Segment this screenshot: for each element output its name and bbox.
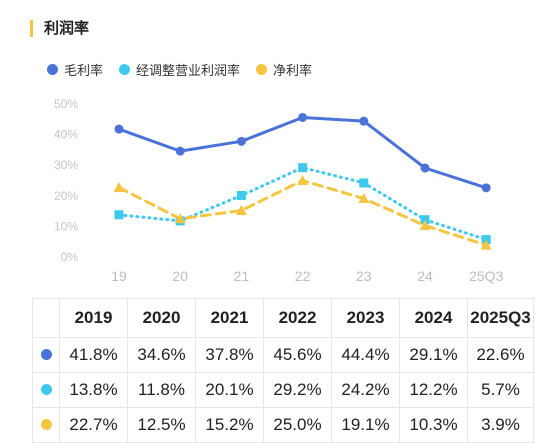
x-tick-label: 19 <box>111 268 127 284</box>
data-point <box>298 163 308 173</box>
data-point <box>114 210 124 220</box>
table-corner-cell <box>32 298 60 338</box>
data-point <box>481 183 491 193</box>
table-cell: 22.6% <box>467 337 534 373</box>
y-tick-label: 20% <box>54 189 78 203</box>
row-marker-cell <box>32 407 60 443</box>
table-cell: 34.6% <box>127 337 196 373</box>
table-cell: 37.8% <box>195 337 264 373</box>
row-marker-cell <box>32 372 60 408</box>
legend-label-adjusted-operating-margin: 经调整营业利润率 <box>136 64 241 79</box>
table-cell: 29.1% <box>399 337 468 373</box>
data-point <box>358 193 370 204</box>
table-cell: 13.8% <box>59 372 128 408</box>
data-point <box>114 124 124 134</box>
table-header-cell: 2025Q3 <box>467 298 534 338</box>
y-tick-label: 40% <box>54 128 78 142</box>
y-tick-label: 30% <box>54 158 78 172</box>
data-point <box>420 163 430 173</box>
data-point <box>420 215 430 225</box>
table-cell: 11.8% <box>127 372 196 408</box>
table-header-cell: 2022 <box>263 298 332 338</box>
data-point <box>359 178 369 188</box>
table-header-cell: 2020 <box>127 298 196 338</box>
table-row: 13.8% 11.8% 20.1% 29.2% 24.2% 12.2% 5.7% <box>32 372 534 408</box>
data-point <box>236 190 246 200</box>
table-cell: 44.4% <box>331 337 400 373</box>
table-header-cell: 2019 <box>59 298 128 338</box>
data-point <box>175 146 185 156</box>
table-cell: 19.1% <box>331 407 400 443</box>
legend-swatch-adjusted-operating-margin <box>119 64 131 75</box>
x-tick-label: 25Q3 <box>469 268 503 284</box>
legend-swatch-gross-margin <box>47 64 58 75</box>
data-point <box>359 116 369 126</box>
row-marker-dot <box>40 384 52 395</box>
table-cell: 22.7% <box>59 407 128 443</box>
table-cell: 29.2% <box>263 372 332 408</box>
x-tick-label: 21 <box>234 268 250 284</box>
x-tick-label: 24 <box>417 268 433 284</box>
y-tick-label: 0% <box>61 250 79 264</box>
table-row: 41.8% 34.6% 37.8% 45.6% 44.4% 29.1% 22.6… <box>32 337 534 373</box>
data-point <box>419 219 431 230</box>
data-table: 2019 2020 2021 2022 2023 2024 2025Q3 41.… <box>32 298 534 443</box>
data-point <box>174 213 186 224</box>
table-cell: 15.2% <box>195 407 264 443</box>
table-cell: 5.7% <box>467 372 534 408</box>
row-marker-dot <box>40 419 52 430</box>
title-accent-bar <box>30 20 33 37</box>
data-point <box>297 175 309 185</box>
table-cell: 41.8% <box>59 337 128 373</box>
row-marker-dot <box>40 349 52 360</box>
table-cell: 45.6% <box>263 337 332 373</box>
x-tick-label: 22 <box>295 268 311 284</box>
data-point <box>480 239 492 250</box>
series-line-2 <box>117 179 488 247</box>
line-chart: 0% 10% 20% 30% 40% 50% 19 20 21 22 23 24 25Q3 <box>54 97 504 284</box>
table-header-cell: 2023 <box>331 298 400 338</box>
legend-item-net-margin: 净利率 <box>256 60 312 79</box>
table-cell: 12.2% <box>399 372 468 408</box>
x-tick-label: 20 <box>172 268 188 284</box>
x-tick-label: 23 <box>356 268 372 284</box>
table-cell: 10.3% <box>399 407 468 443</box>
data-point <box>236 136 246 146</box>
table-header-cell: 2024 <box>399 298 468 338</box>
table-row: 22.7% 12.5% 15.2% 25.0% 19.1% 10.3% 3.9% <box>32 407 534 443</box>
data-point <box>298 112 308 122</box>
table-cell: 12.5% <box>127 407 196 443</box>
legend-item-gross-margin: 毛利率 <box>47 60 103 79</box>
legend-label-net-margin: 净利率 <box>273 64 313 79</box>
chart-title: 利润率 <box>44 19 90 37</box>
row-marker-cell <box>32 337 60 373</box>
data-point <box>481 235 491 245</box>
table-cell: 24.2% <box>331 372 400 408</box>
legend-swatch-net-margin <box>256 64 268 75</box>
table-cell: 25.0% <box>263 407 332 443</box>
y-tick-label: 10% <box>54 219 78 233</box>
legend: 毛利率 经调整营业利润率 净利率 <box>47 60 328 79</box>
data-point <box>113 182 125 193</box>
legend-item-adjusted-operating-margin: 经调整营业利润率 <box>119 60 240 79</box>
data-point <box>235 204 247 215</box>
y-tick-label: 50% <box>54 97 78 111</box>
legend-label-gross-margin: 毛利率 <box>64 64 104 79</box>
table-header-row: 2019 2020 2021 2022 2023 2024 2025Q3 <box>32 298 534 338</box>
table-cell: 20.1% <box>195 372 264 408</box>
table-cell: 3.9% <box>467 407 534 443</box>
table-header-cell: 2021 <box>195 298 264 338</box>
